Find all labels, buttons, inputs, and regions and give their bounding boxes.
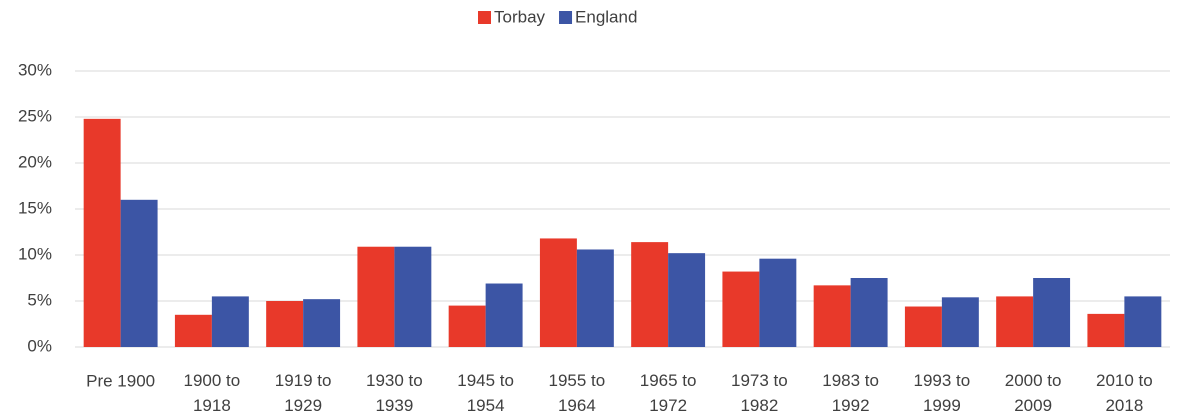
bar [1124, 296, 1162, 347]
bar [850, 278, 888, 347]
bar [448, 305, 486, 347]
bar [904, 306, 942, 347]
y-tick-label: 25% [18, 106, 52, 125]
y-tick-label: 0% [27, 336, 52, 355]
y-tick-label: 15% [18, 198, 52, 217]
bar [485, 283, 523, 347]
bar [722, 271, 760, 347]
bar [539, 238, 577, 347]
x-tick-label: 1965 to 1972 [640, 371, 697, 415]
bar [266, 301, 304, 347]
bar [303, 299, 341, 347]
bar [941, 297, 979, 347]
x-tick-label: 1983 to 1992 [822, 371, 879, 415]
bar [357, 246, 395, 347]
bar [631, 242, 669, 347]
legend-label: Torbay [494, 7, 546, 26]
x-tick-label: 1900 to 1918 [184, 371, 241, 415]
x-tick-label: 1973 to 1982 [731, 371, 788, 415]
y-tick-label: 30% [18, 60, 52, 79]
bar [83, 118, 121, 347]
y-tick-label: 20% [18, 152, 52, 171]
x-tick-label: 1993 to 1999 [914, 371, 971, 415]
legend-swatch [559, 11, 573, 24]
bar [813, 285, 851, 347]
bar [120, 199, 158, 347]
x-tick-label: Pre 1900 [86, 371, 155, 390]
bar [174, 314, 212, 347]
y-tick-label: 5% [27, 290, 52, 309]
legend-label: England [575, 7, 637, 26]
bar [576, 249, 614, 347]
bar [394, 246, 432, 347]
bar [996, 296, 1034, 347]
legend-swatch [478, 11, 491, 24]
bar [1033, 278, 1071, 347]
bar [211, 296, 249, 347]
y-tick-label: 10% [18, 244, 52, 263]
x-tick-label: 1955 to 1964 [549, 371, 606, 415]
bar [759, 258, 797, 347]
bar [668, 253, 706, 347]
x-tick-label: 1945 to 1954 [457, 371, 514, 415]
x-tick-label: 2010 to 2018 [1096, 371, 1153, 415]
x-tick-label: 2000 to 2009 [1005, 371, 1062, 415]
x-tick-label: 1930 to 1939 [366, 371, 423, 415]
x-tick-label: 1919 to 1929 [275, 371, 332, 415]
bar [1087, 313, 1125, 347]
